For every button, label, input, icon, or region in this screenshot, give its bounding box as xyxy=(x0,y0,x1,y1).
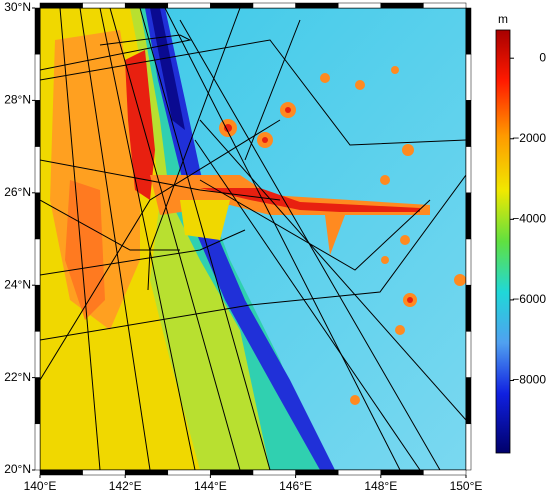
y-tick-label: 20°N xyxy=(4,462,31,476)
x-tick-label: 142°E xyxy=(109,479,142,493)
frame-segment xyxy=(465,100,472,147)
frame-segment xyxy=(423,469,467,476)
frame-segment xyxy=(465,192,472,240)
frame-segment xyxy=(465,423,472,471)
x-tick-label: 148°E xyxy=(364,479,397,493)
frame-segment xyxy=(34,100,41,147)
x-tick-label: 140°E xyxy=(24,479,57,493)
frame-segment xyxy=(34,238,41,286)
frame-segment xyxy=(465,53,472,101)
frame-segment xyxy=(82,469,126,476)
frame-segment xyxy=(465,284,472,332)
frame-segment xyxy=(465,238,472,286)
frame-segment xyxy=(423,2,467,9)
colorbar-tick-label: −4000 xyxy=(512,212,546,226)
frame-segment xyxy=(337,2,382,9)
frame-segment xyxy=(34,377,41,425)
frame-segment xyxy=(34,146,41,194)
y-tick-label: 22°N xyxy=(4,370,31,384)
frame-segment xyxy=(124,2,169,9)
frame-segment xyxy=(337,469,382,476)
frame-segment xyxy=(210,2,254,9)
frame-segment xyxy=(465,146,472,194)
frame-segment xyxy=(34,284,41,332)
bathymetry xyxy=(40,8,466,470)
x-tick-label: 144°E xyxy=(194,479,227,493)
frame-segment xyxy=(380,469,424,476)
frame-segment xyxy=(465,377,472,425)
frame-segment xyxy=(380,2,424,9)
colorbar-tick-label: −2000 xyxy=(512,131,546,145)
frame-segment xyxy=(39,469,83,476)
frame-segment xyxy=(167,2,211,9)
y-tick-label: 30°N xyxy=(4,0,31,14)
frame-segment xyxy=(34,423,41,471)
colorbar-tick-label: 0 xyxy=(539,50,546,64)
frame-segment xyxy=(34,7,41,55)
frame-segment xyxy=(465,331,472,378)
colorbar-unit: m xyxy=(498,12,508,26)
x-tick-label: 146°E xyxy=(279,479,312,493)
frame-segment xyxy=(210,469,254,476)
frame-segment xyxy=(252,469,296,476)
frame-segment xyxy=(39,2,83,9)
y-tick-label: 24°N xyxy=(4,277,31,291)
colorbar-tick-label: −8000 xyxy=(512,373,546,387)
ship-tracks xyxy=(40,8,466,470)
frame-segment xyxy=(34,331,41,378)
colorbar xyxy=(495,29,511,454)
frame-segment xyxy=(82,2,126,9)
colorbar-tick-label: −6000 xyxy=(512,292,546,306)
frame-segment xyxy=(252,2,296,9)
y-tick-label: 26°N xyxy=(4,185,31,199)
frame-segment xyxy=(34,192,41,240)
x-tick-label: 150°E xyxy=(450,479,483,493)
frame-segment xyxy=(167,469,211,476)
frame-segment xyxy=(124,469,169,476)
y-tick-label: 28°N xyxy=(4,93,31,107)
frame-segment xyxy=(465,7,472,55)
frame-segment xyxy=(295,469,339,476)
frame-segment xyxy=(34,53,41,101)
frame-segment xyxy=(295,2,339,9)
